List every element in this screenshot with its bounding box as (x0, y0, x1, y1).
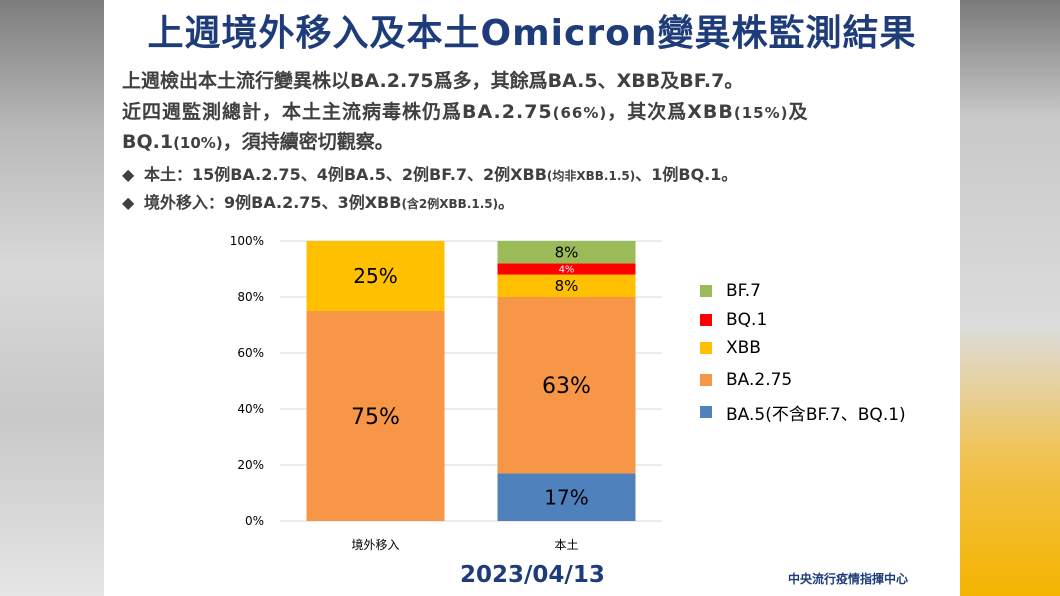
bar-segment (497, 263, 636, 275)
bar-data-label: 8% (555, 244, 579, 262)
summary-line-3: BQ.1(10%)，須持續密切觀察。 (122, 127, 394, 154)
x-category-label: 境外移入 (351, 537, 399, 552)
summary-text: BQ.1 (122, 131, 174, 153)
background-left (0, 0, 104, 596)
bar-data-label: 8% (555, 277, 579, 295)
legend-item: BF.7 (700, 280, 761, 302)
stacked-bar-chart: 0%20%40%60%80%100%75%25%境外移入17%63%8%4%8%… (230, 234, 662, 552)
legend-item: XBB (700, 337, 761, 359)
summary-text: 及 (788, 101, 809, 123)
y-tick-label: 20% (237, 458, 264, 472)
bar-data-label: 17% (544, 485, 588, 509)
legend-swatch (700, 406, 712, 418)
diamond-bullet-icon: ◆ (122, 193, 135, 212)
bar-segment (306, 241, 445, 311)
legend-item: BA.2.75 (700, 369, 792, 391)
summary-text: ，其次爲XBB (607, 101, 734, 123)
diamond-bullet-icon: ◆ (122, 165, 135, 184)
bullet-domestic: ◆ 本土：15例BA.2.75、4例BA.5、2例BF.7、2例XBB(均非XBB… (122, 161, 737, 185)
summary-percent: (66%) (552, 104, 608, 122)
bar-segment (497, 297, 636, 474)
y-tick-label: 0% (245, 514, 264, 528)
y-tick-label: 100% (230, 234, 264, 248)
legend-swatch (700, 342, 712, 354)
legend-label: BQ.1 (726, 310, 768, 330)
y-tick-label: 80% (237, 290, 264, 304)
legend-label: BA.5(不含BF.7、BQ.1) (726, 404, 906, 425)
bar-data-label: 25% (353, 264, 397, 288)
background-right (960, 0, 1060, 596)
bar-data-label: 4% (559, 265, 575, 276)
bar-data-label: 63% (542, 374, 591, 399)
bullet-imported: ◆ 境外移入：9例BA.2.75、3例XBB(含2例XBB.1.5)。 (122, 189, 514, 213)
legend-swatch (700, 285, 712, 297)
bar-segment (497, 274, 636, 297)
legend-label: XBB (726, 338, 761, 358)
summary-text: 近四週監測總計，本土主流病毒株仍爲BA.2.75 (122, 101, 553, 123)
summary-line-2: 近四週監測總計，本土主流病毒株仍爲BA.2.75(66%)，其次爲XBB(15%… (122, 97, 809, 124)
bullet-text: 、1例BQ.1。 (635, 165, 738, 184)
bullet-note: (均非XBB.1.5) (546, 169, 636, 183)
legend-label: BA.2.75 (726, 370, 793, 390)
bullet-text: 本土：15例BA.2.75、4例BA.5、2例BF.7、2例XBB (144, 165, 547, 184)
y-tick-label: 60% (237, 346, 264, 360)
bar-data-label: 75% (351, 405, 400, 430)
legend-label: BF.7 (726, 281, 761, 301)
summary-text: ，須持續密切觀察。 (222, 131, 394, 153)
report-date: 2023/04/13 (460, 562, 605, 588)
legend-item: BA.5(不含BF.7、BQ.1) (700, 401, 906, 425)
bullet-text: 。 (498, 193, 515, 212)
x-category-label: 本土 (554, 538, 578, 552)
bar-segment (497, 473, 636, 521)
legend-swatch (700, 314, 712, 326)
summary-line-1: 上週檢出本土流行變異株以BA.2.75爲多，其餘爲BA.5、XBB及BF.7。 (122, 70, 744, 92)
organization-name: 中央流行疫情指揮中心 (788, 572, 909, 586)
y-tick-label: 40% (237, 402, 264, 416)
bullet-note: (含2例XBB.1.5) (401, 197, 499, 211)
bullet-text: 境外移入：9例BA.2.75、3例XBB (144, 193, 402, 212)
summary-percent: (10%) (173, 134, 223, 152)
bar-segment (497, 241, 636, 264)
slide-title: 上週境外移入及本土Omicron變異株監測結果 (147, 13, 917, 54)
legend-swatch (700, 374, 712, 386)
legend-item: BQ.1 (700, 309, 767, 331)
bar-segment (306, 311, 445, 521)
summary-percent: (15%) (733, 104, 789, 122)
slide: 上週境外移入及本土Omicron變異株監測結果 上週檢出本土流行變異株以BA.2… (104, 0, 960, 596)
